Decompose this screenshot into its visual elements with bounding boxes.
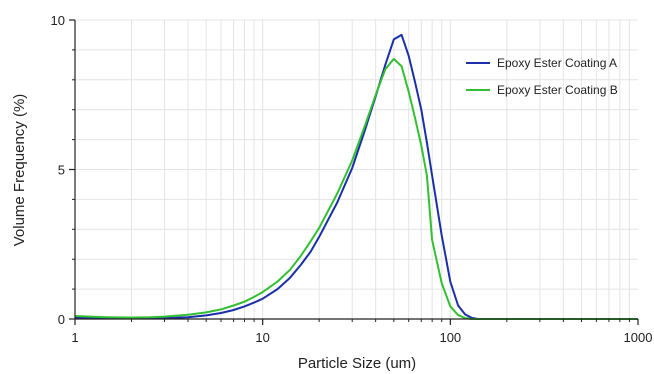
y-tick-label: 10 bbox=[51, 13, 65, 28]
legend: Epoxy Ester Coating A Epoxy Ester Coatin… bbox=[466, 56, 618, 97]
legend-label-b: Epoxy Ester Coating B bbox=[497, 83, 618, 97]
tick-labels: 1 10 100 1000 0 5 10 bbox=[51, 13, 653, 345]
x-axis-title: Particle Size (um) bbox=[298, 355, 416, 372]
y-tick-label: 0 bbox=[58, 312, 65, 327]
x-tick-label: 1000 bbox=[624, 330, 653, 345]
x-tick-label: 100 bbox=[439, 330, 461, 345]
x-tick-label: 10 bbox=[255, 330, 269, 345]
series-line-b bbox=[74, 57, 638, 320]
grid bbox=[75, 19, 638, 319]
series-line-a bbox=[74, 33, 638, 320]
axes bbox=[69, 19, 639, 325]
y-axis-title: Volume Frequency (%) bbox=[11, 94, 28, 247]
legend-label-a: Epoxy Ester Coating A bbox=[497, 56, 617, 70]
x-tick-label: 1 bbox=[71, 330, 78, 345]
series-layer bbox=[74, 33, 638, 320]
y-tick-label: 5 bbox=[58, 163, 65, 178]
